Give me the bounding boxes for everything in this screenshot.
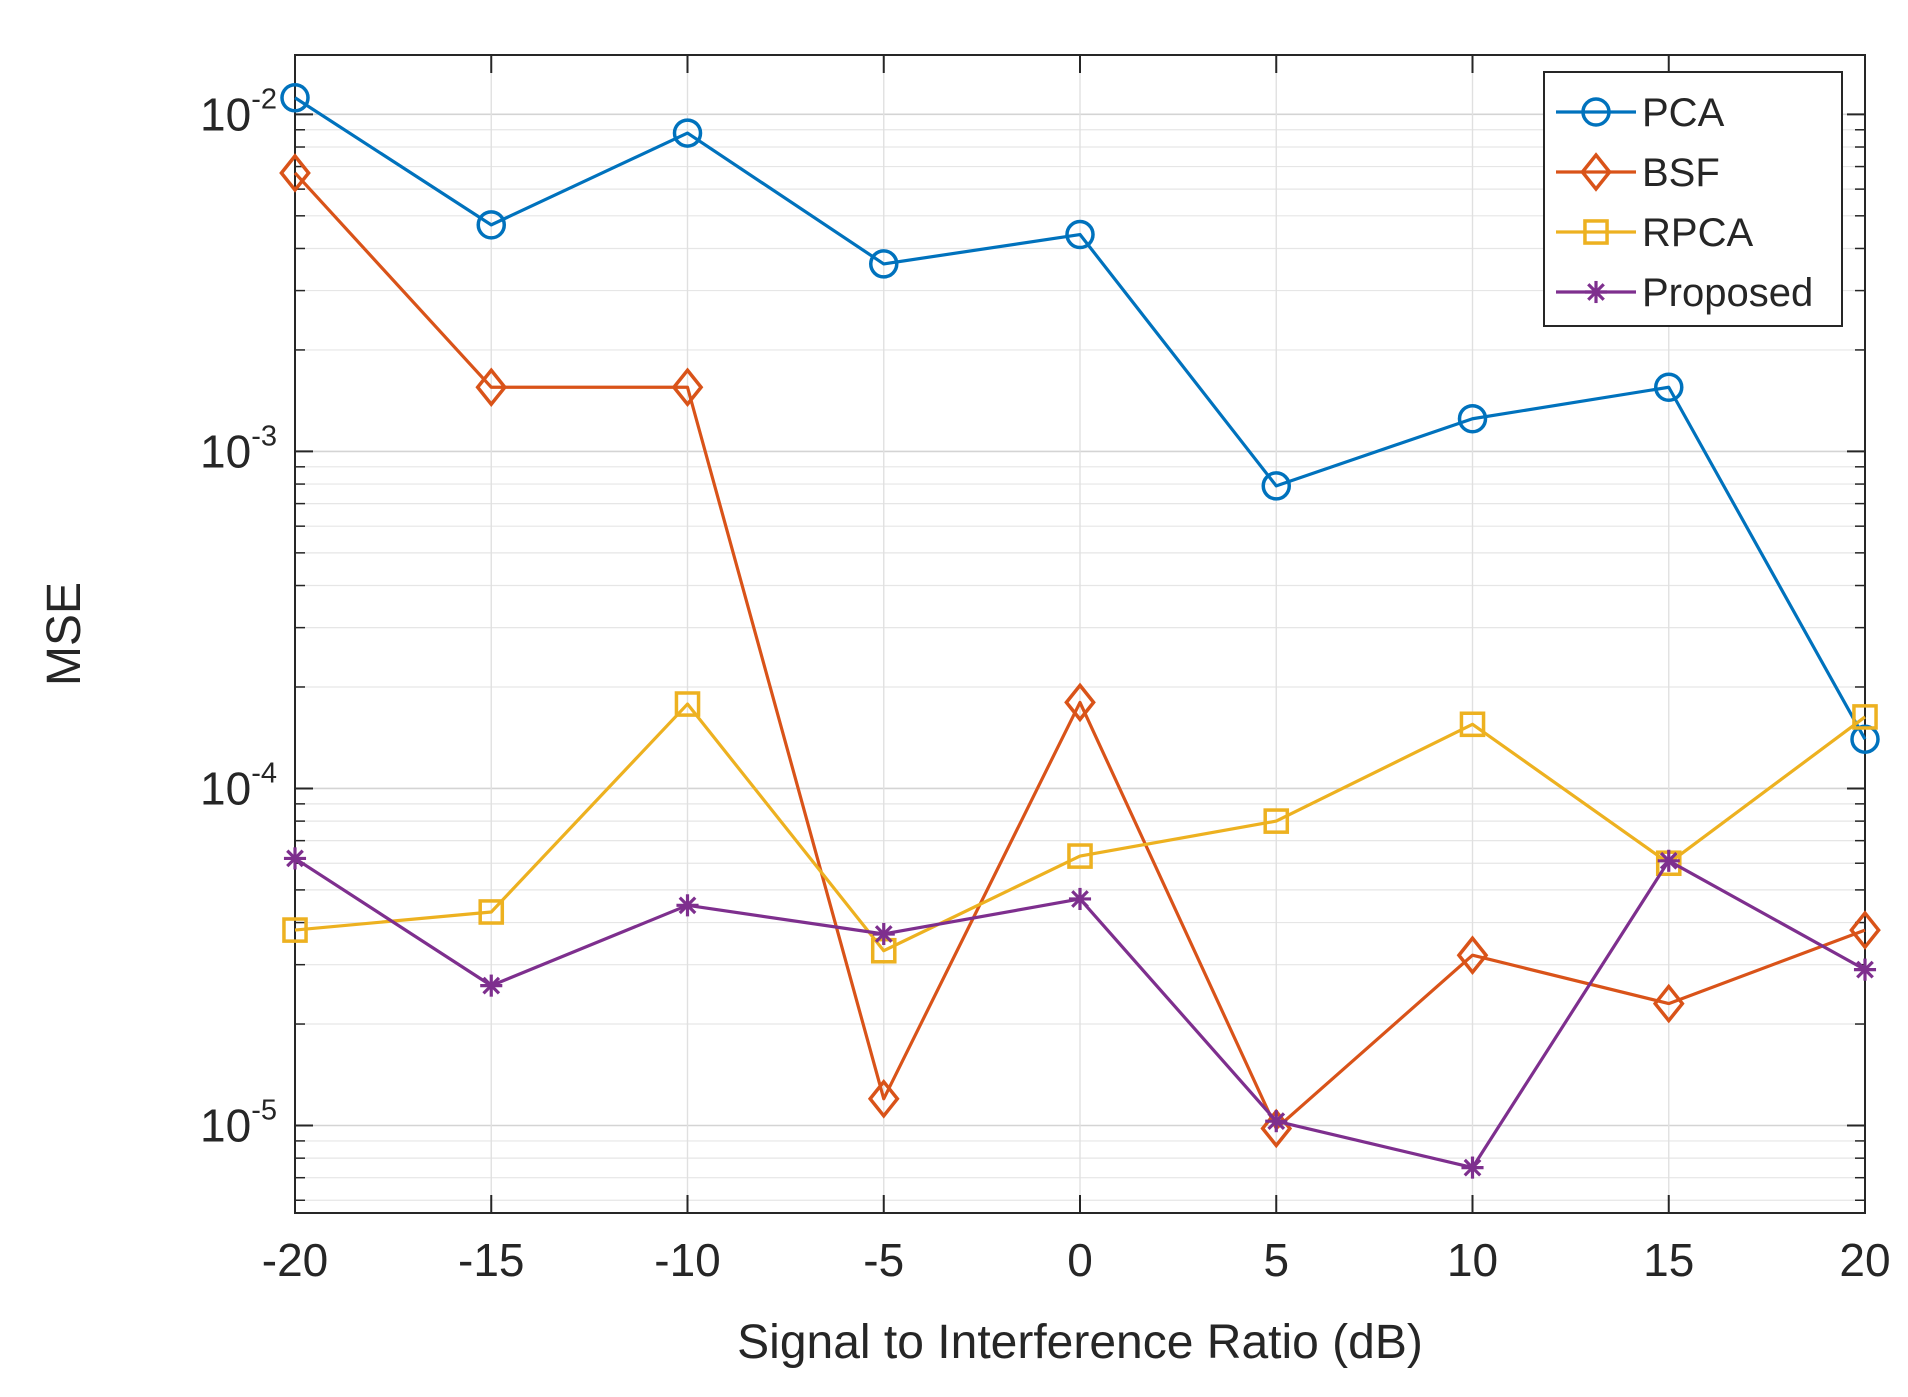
data-point-bsf bbox=[671, 367, 704, 408]
legend-marker-pca bbox=[1581, 97, 1611, 127]
data-point-bsf bbox=[475, 367, 508, 408]
data-point-bsf bbox=[1456, 935, 1489, 976]
data-point-rpca bbox=[1263, 808, 1290, 834]
data-point-rpca bbox=[282, 917, 308, 943]
series-line-bsf bbox=[293, 171, 1866, 1131]
data-point-bsf bbox=[867, 1079, 900, 1119]
data-point-proposed bbox=[1068, 887, 1092, 911]
y-tick-base: 10 bbox=[200, 762, 251, 814]
data-point-rpca bbox=[674, 691, 701, 717]
data-point-bsf bbox=[1849, 910, 1881, 950]
data-point-proposed bbox=[1265, 1110, 1288, 1133]
data-point-pca bbox=[869, 249, 899, 279]
y-tick-label: 10-3 bbox=[200, 420, 277, 477]
legend-marker-proposed bbox=[1584, 280, 1608, 304]
legend-box bbox=[1543, 71, 1843, 327]
data-point-pca bbox=[1850, 724, 1880, 754]
legend: PCA BSF RPCA Proposed bbox=[1543, 71, 1843, 327]
y-tick-exponent: -5 bbox=[251, 1094, 277, 1126]
y-tick-base: 10 bbox=[200, 88, 251, 140]
y-axis-title: MSE bbox=[38, 582, 91, 686]
y-tick-exponent: -2 bbox=[251, 83, 277, 115]
data-point-proposed bbox=[872, 922, 895, 946]
legend-label-rpca: RPCA bbox=[1642, 211, 1753, 255]
data-point-proposed bbox=[480, 974, 503, 997]
data-point-bsf bbox=[279, 153, 311, 193]
data-point-pca bbox=[672, 118, 703, 148]
legend-label-proposed: Proposed bbox=[1642, 271, 1813, 315]
x-tick-label: 10 bbox=[1447, 1234, 1498, 1286]
data-point-proposed bbox=[1853, 958, 1877, 981]
data-point-rpca bbox=[478, 899, 505, 925]
series-layer bbox=[279, 83, 1881, 1179]
x-tick-label: 15 bbox=[1643, 1234, 1694, 1286]
legend-marker-bsf bbox=[1580, 152, 1612, 192]
data-point-pca bbox=[1457, 403, 1488, 434]
y-tick-exponent: -3 bbox=[251, 420, 277, 452]
data-point-bsf bbox=[1064, 682, 1096, 723]
data-point-bsf bbox=[1652, 983, 1685, 1024]
data-point-pca bbox=[280, 83, 310, 113]
x-axis-title: Signal to Interference Ratio (dB) bbox=[737, 1316, 1423, 1369]
data-point-proposed bbox=[283, 847, 307, 870]
y-tick-label: 10-4 bbox=[200, 757, 277, 814]
data-point-proposed bbox=[1657, 849, 1680, 872]
data-point-pca bbox=[476, 210, 506, 240]
x-tick-label: -20 bbox=[262, 1234, 328, 1286]
data-point-proposed bbox=[1461, 1156, 1484, 1179]
x-tick-label: 20 bbox=[1839, 1234, 1890, 1286]
data-point-rpca bbox=[1852, 704, 1878, 730]
x-tick-label: 0 bbox=[1067, 1234, 1093, 1286]
tick-layer: 10-210-310-410-5-20 -15 -10 -5 0 5 10 15 20 bbox=[200, 55, 1891, 1286]
legend-label-pca: PCA bbox=[1642, 91, 1725, 135]
data-point-rpca bbox=[1459, 711, 1486, 738]
data-point-proposed bbox=[676, 894, 699, 917]
data-point-pca bbox=[1261, 471, 1291, 501]
data-point-pca bbox=[1065, 219, 1095, 250]
y-tick-label: 10-5 bbox=[200, 1094, 277, 1151]
y-tick-exponent: -4 bbox=[251, 757, 277, 789]
y-tick-base: 10 bbox=[200, 1099, 251, 1151]
data-point-pca bbox=[1654, 372, 1684, 402]
x-tick-label: -5 bbox=[863, 1234, 904, 1286]
x-tick-label: -15 bbox=[458, 1234, 524, 1286]
y-tick-label: 10-2 bbox=[200, 83, 277, 140]
y-tick-base: 10 bbox=[200, 425, 251, 477]
legend-label-bsf: BSF bbox=[1642, 151, 1720, 195]
x-tick-label: -10 bbox=[654, 1234, 720, 1286]
series-line-pca bbox=[294, 96, 1867, 740]
data-point-rpca bbox=[1067, 843, 1093, 869]
legend-marker-rpca bbox=[1583, 219, 1609, 245]
x-tick-label: 5 bbox=[1263, 1234, 1289, 1286]
series-line-rpca bbox=[294, 702, 1866, 953]
